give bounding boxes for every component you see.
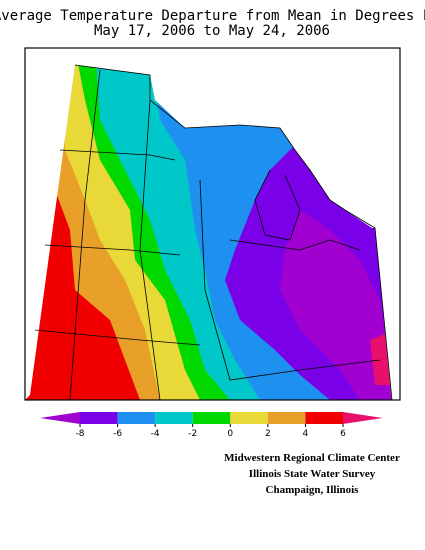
legend-swatch — [267, 412, 306, 424]
legend-tick-label: 6 — [340, 429, 346, 439]
color-legend: -8 -6 -4 -2 0 2 4 6 — [40, 412, 383, 439]
legend-swatch — [117, 412, 156, 424]
legend-tick-label: 4 — [303, 429, 309, 439]
credit: Champaign, Illinois — [266, 484, 360, 496]
legend-tick-label: 0 — [227, 429, 233, 439]
credit: Midwestern Regional Climate Center — [224, 452, 400, 464]
legend-tick-label: -8 — [76, 429, 85, 439]
legend-tick-label: -2 — [188, 429, 197, 439]
legend-swatch — [155, 412, 193, 424]
map-overlay — [25, 48, 400, 400]
title-line: May 17, 2006 to May 24, 2006 — [94, 23, 330, 39]
legend-swatch — [230, 412, 268, 424]
legend-swatch — [305, 412, 343, 424]
band — [280, 210, 395, 400]
credit: Illinois State Water Survey — [249, 468, 376, 480]
legend-tick-label: -6 — [113, 429, 122, 439]
legend-swatch — [343, 412, 383, 424]
legend-swatch — [80, 412, 118, 424]
legend-swatch — [192, 412, 231, 424]
map — [24, 47, 401, 401]
legend-swatch — [40, 412, 80, 424]
title-line: Average Temperature Departure from Mean … — [0, 8, 425, 24]
legend-tick-label: 2 — [265, 429, 271, 439]
legend-tick-label: -4 — [151, 429, 160, 439]
